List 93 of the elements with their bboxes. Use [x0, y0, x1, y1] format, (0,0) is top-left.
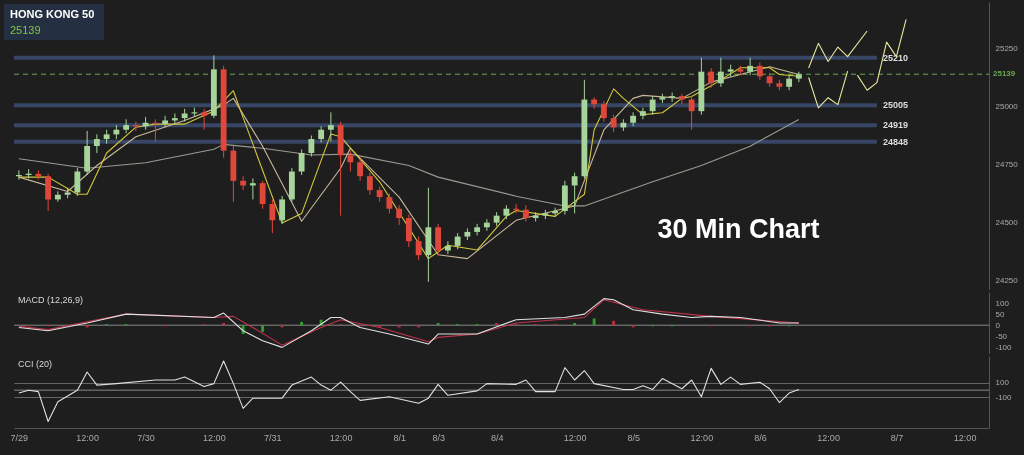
- bar: [261, 325, 265, 332]
- ref-line-label: 24919: [882, 120, 908, 131]
- candlestick: [327, 111, 334, 142]
- candlestick: [688, 95, 695, 131]
- y-tick-label: 100: [995, 378, 1010, 388]
- line-series: [808, 30, 868, 69]
- candlestick: [347, 150, 354, 173]
- bar: [222, 323, 226, 326]
- ref-line-label: 25139: [993, 69, 1016, 79]
- chart-title: CCI (20): [18, 359, 53, 369]
- y-tick-label: 24750: [995, 160, 1019, 170]
- bar: [612, 320, 616, 326]
- candlestick: [298, 148, 305, 176]
- candlestick: [318, 125, 325, 144]
- bar: [631, 325, 635, 328]
- bar: [85, 325, 89, 328]
- candlestick: [279, 195, 286, 225]
- candlestick: [259, 180, 266, 210]
- line-series: [856, 18, 907, 91]
- x-tick-label: 12:00: [76, 432, 99, 443]
- y-tick-label: -100: [995, 392, 1013, 402]
- text: 25139: [10, 24, 42, 36]
- candlestick: [786, 74, 793, 91]
- candlestick: [162, 115, 169, 128]
- y-tick-label: 0: [995, 320, 1001, 330]
- y-tick-label: 24250: [995, 276, 1019, 286]
- bar: [280, 325, 284, 328]
- ref-line-label: 24848: [882, 136, 908, 147]
- candlestick: [435, 223, 442, 256]
- bar: [417, 325, 421, 328]
- x-tick-label: 7/30: [137, 432, 155, 443]
- x-tick-label: 7/29: [10, 432, 29, 443]
- y-tick-label: 25000: [995, 102, 1019, 112]
- text: HONG KONG 50: [10, 8, 95, 20]
- y-tick-label: 50: [995, 309, 1005, 319]
- candlestick: [756, 61, 763, 81]
- ref-line-label: 25005: [882, 100, 908, 111]
- candlestick: [45, 173, 52, 212]
- candlestick: [357, 158, 364, 182]
- line-series: [18, 118, 800, 207]
- candlestick: [600, 100, 607, 123]
- x-tick-label: 8/4: [490, 432, 504, 443]
- candlestick: [269, 198, 276, 234]
- x-tick-label: 12:00: [953, 432, 977, 443]
- y-tick-label: 24500: [995, 218, 1019, 228]
- candlestick: [74, 167, 81, 197]
- chart-title: MACD (12,26,9): [18, 295, 84, 305]
- candlestick: [474, 223, 481, 236]
- y-tick-label: 100: [995, 298, 1010, 308]
- candlestick: [747, 57, 754, 76]
- x-tick-label: 8/1: [393, 432, 406, 443]
- candlestick: [639, 107, 646, 120]
- x-tick-label: 8/7: [890, 432, 904, 443]
- candlestick: [201, 108, 208, 131]
- candlestick: [123, 118, 130, 134]
- candlestick: [396, 204, 403, 226]
- candlestick: [93, 133, 100, 154]
- candlestick: [717, 57, 724, 88]
- x-tick-label: 12:00: [563, 432, 587, 443]
- x-tick-label: 8/3: [432, 432, 445, 443]
- candlestick: [795, 71, 802, 83]
- line-series: [808, 70, 849, 109]
- bar: [495, 323, 499, 326]
- candlestick: [308, 135, 315, 157]
- candlestick: [571, 172, 578, 214]
- x-tick-label: 12:00: [329, 432, 353, 443]
- x-tick-label: 12:00: [690, 432, 714, 443]
- y-tick-label: -100: [995, 342, 1013, 352]
- x-tick-label: 12:00: [817, 432, 840, 443]
- candlestick: [678, 93, 685, 105]
- x-tick-label: 12:00: [203, 432, 226, 443]
- bar: [397, 325, 401, 328]
- candlestick: [386, 193, 393, 214]
- bar: [300, 321, 304, 326]
- line-series: [18, 360, 800, 423]
- bar: [436, 323, 440, 326]
- y-tick-label: -50: [995, 331, 1008, 341]
- bar: [592, 318, 596, 326]
- candlestick: [649, 95, 656, 116]
- candlestick: [444, 240, 451, 255]
- candlestick: [366, 172, 373, 196]
- candlestick: [405, 214, 412, 248]
- x-tick-label: 7/31: [264, 432, 282, 443]
- y-tick-label: 25250: [995, 43, 1019, 53]
- annotation: 30 Min Chart: [657, 213, 820, 244]
- ref-line-label: 25210: [882, 52, 908, 63]
- x-tick-label: 8/5: [627, 432, 640, 443]
- candlestick: [708, 67, 715, 89]
- bar: [573, 323, 577, 326]
- x-tick-label: 8/6: [754, 432, 767, 443]
- candlestick: [630, 111, 637, 127]
- candlestick: [522, 204, 529, 222]
- candlestick: [415, 236, 422, 261]
